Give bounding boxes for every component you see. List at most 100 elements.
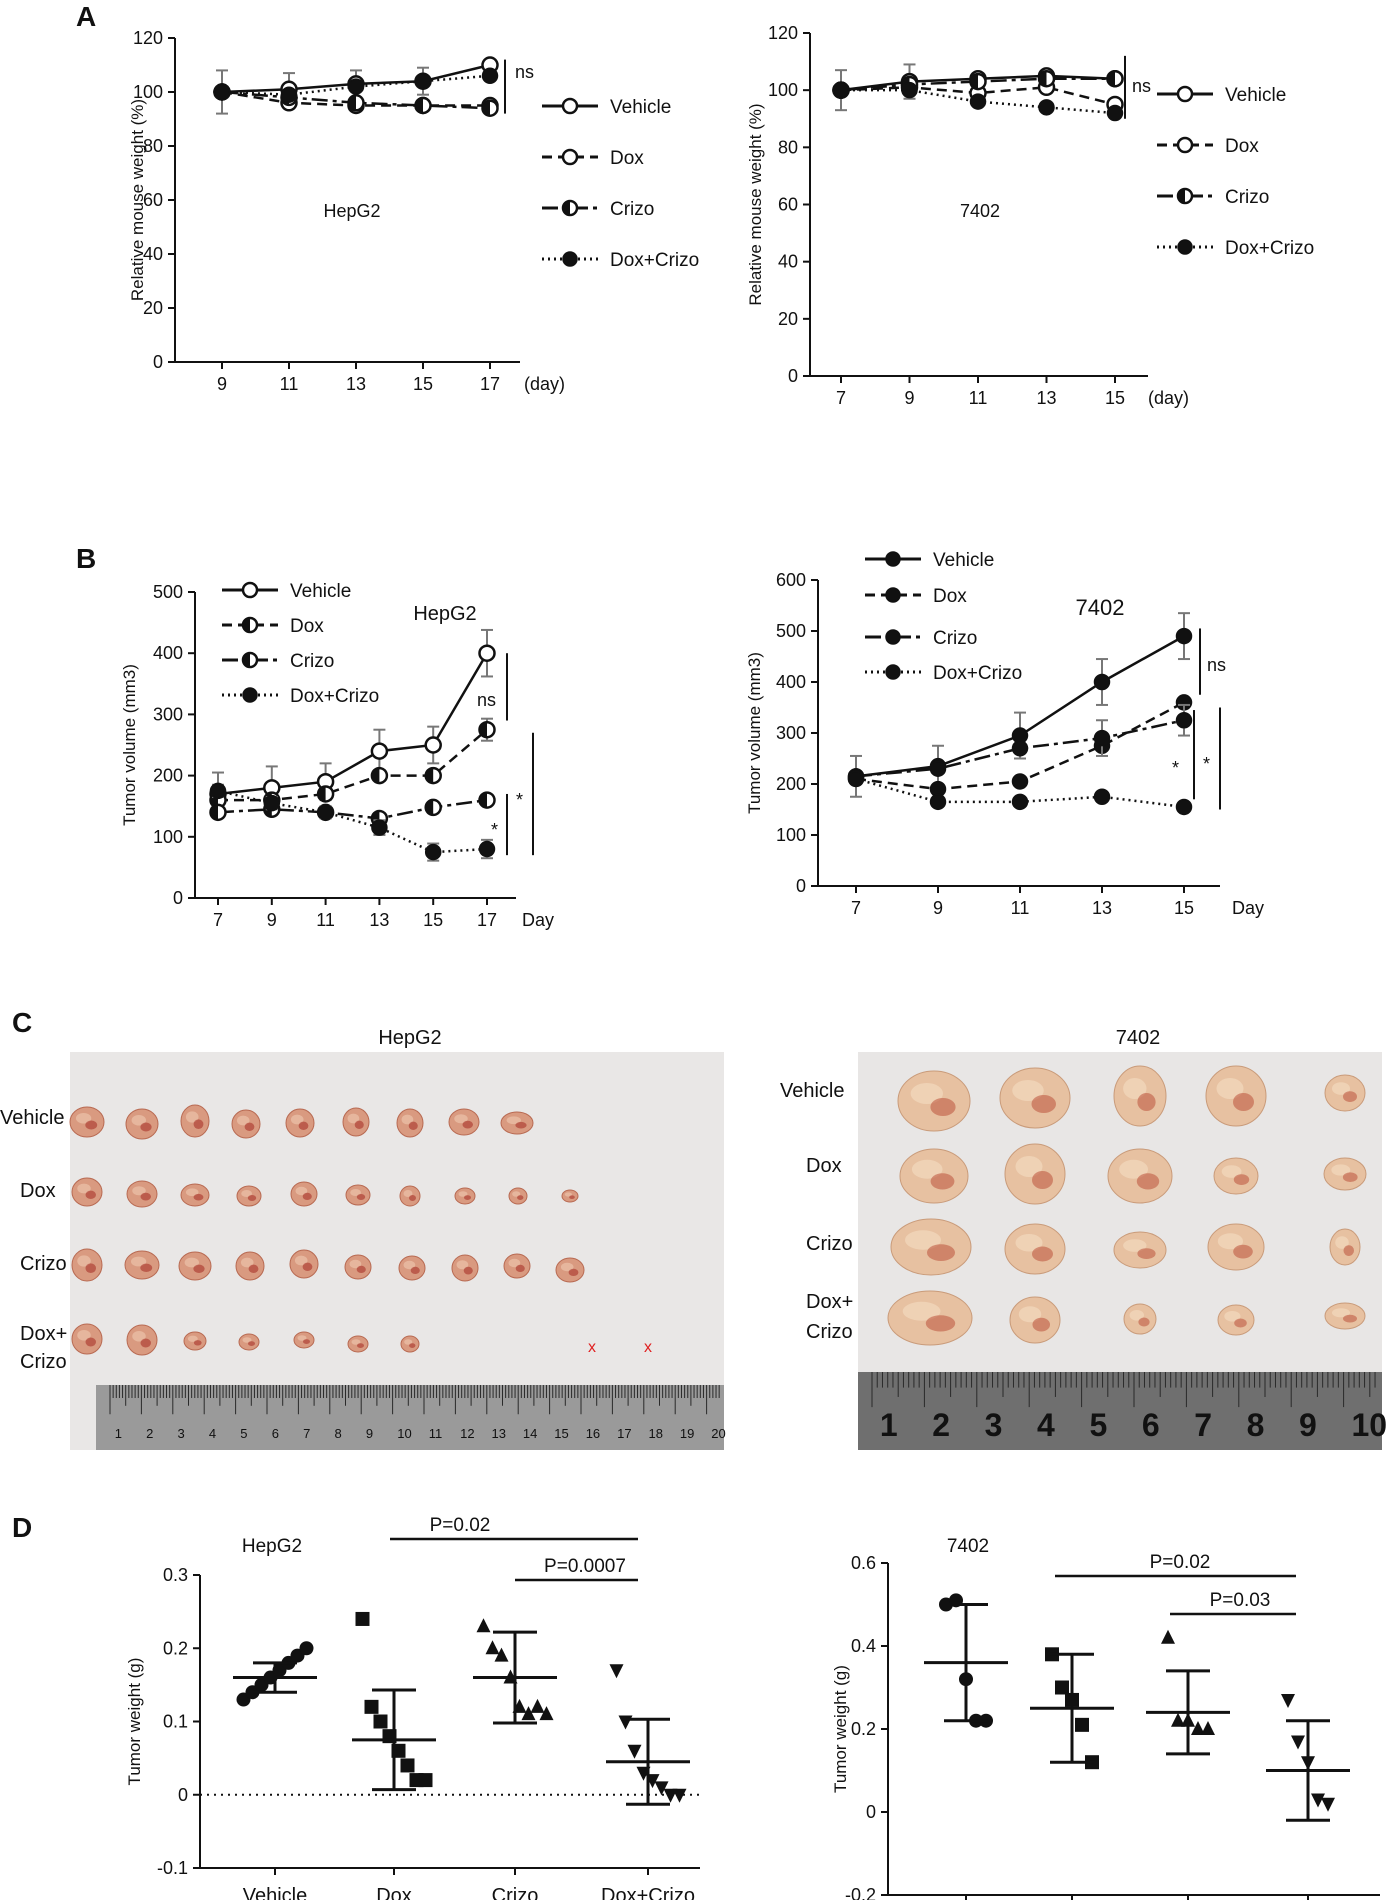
tumor-highlight [404, 1339, 413, 1345]
legend-item-dox-crizo: Dox+Crizo [222, 686, 379, 707]
legend-item-vehicle: Vehicle [222, 581, 351, 602]
chart-a-7402-weight: 0 20 40 60 80 100 120 7 9 11 13 15 (day) Relative mou… [746, 23, 1314, 408]
tumor-vessel [140, 1192, 151, 1201]
y-tick-label: 0.2 [851, 1719, 876, 1739]
comparison-label: P=0.02 [430, 1515, 491, 1536]
tumor [555, 1257, 585, 1283]
data-point [209, 782, 227, 800]
ruler-number: 20 [711, 1426, 725, 1441]
chart-d-hepg2-tumor-weight: -0.1 0 0.1 0.2 0.3 Vehicle Dox Crizo Dox+Crizo Tu… [125, 1515, 700, 1900]
tumor-highlight [130, 1256, 147, 1267]
data-point [1321, 1797, 1335, 1812]
tumor [180, 1183, 210, 1207]
comparison-label: P=0.02 [1150, 1552, 1211, 1573]
chart-b-hepg2-volume: 0 100 200 300 400 500 7 9 11 13 15 17 Day Tumor volum… [120, 581, 554, 930]
y-tick-label: 120 [768, 23, 798, 43]
ruler-number: 1 [115, 1426, 122, 1441]
tumor [1329, 1228, 1361, 1266]
tumor-highlight [1332, 1308, 1350, 1318]
x-tick-label: 7 [836, 388, 846, 408]
tumor-vessel [410, 1266, 420, 1274]
data-point-fill [425, 799, 434, 815]
data-point [1161, 1629, 1175, 1644]
tumor [1324, 1302, 1366, 1330]
data-point [929, 760, 947, 777]
ruler-number: 3 [985, 1407, 1003, 1443]
significance-label: ns [477, 690, 496, 710]
tumor-highlight [347, 1113, 360, 1124]
tumor-highlight [403, 1190, 413, 1197]
y-tick-label: 0.6 [851, 1553, 876, 1573]
ruler-number: 7 [303, 1426, 310, 1441]
y-tick-label: 100 [776, 825, 806, 845]
y-axis-label: Relative mouse weight (%) [128, 99, 147, 301]
tumor-vessel [1031, 1095, 1056, 1113]
tumor-vessel [1136, 1173, 1160, 1190]
legend-marker-fill [243, 618, 250, 632]
y-tick-label: -0.1 [157, 1858, 188, 1878]
legend-marker [885, 629, 901, 645]
x-tick-label: 17 [477, 910, 497, 930]
significance-label: * [1172, 758, 1179, 778]
data-point [672, 1788, 687, 1803]
legend-item-vehicle: Vehicle [1157, 85, 1286, 106]
ruler-number: 18 [649, 1426, 663, 1441]
photo-left-title: HepG2 [378, 1027, 441, 1049]
tumor-vessel [85, 1263, 96, 1273]
legend-item-dox: Dox [222, 616, 324, 637]
data-point-fill [482, 100, 490, 116]
tumor-highlight [350, 1189, 361, 1196]
tumor [71, 1177, 103, 1207]
tumor-vessel [354, 1120, 364, 1130]
y-tick-label: 80 [778, 137, 798, 157]
data-point [627, 1744, 642, 1759]
series-line-dox-crizo [841, 88, 1116, 115]
tumor-highlight [187, 1335, 198, 1342]
significance-label: ns [1207, 655, 1226, 675]
significance-label: ns [515, 62, 534, 82]
tumor-vessel [1343, 1245, 1354, 1256]
series-line-crizo [217, 798, 488, 820]
tumor-highlight [131, 1115, 146, 1126]
x-unit-label: Day [1232, 898, 1264, 918]
tumor-highlight [185, 1111, 199, 1123]
photo-right-row-doxcrizo-b: Crizo [806, 1321, 853, 1343]
tumor-vessel [1233, 1174, 1250, 1185]
legend-marker-fill [243, 653, 250, 667]
data-point-fill [348, 95, 356, 111]
tumor-vessel [248, 1264, 259, 1274]
ruler-number: 10 [1351, 1407, 1387, 1443]
tumor-vessel [193, 1264, 205, 1274]
data-point-fill [479, 792, 487, 808]
chart-b-7402-volume: 0 100 200 300 400 500 600 7 9 11 13 15 Day Tumor volu… [745, 550, 1264, 918]
tumor [890, 1218, 972, 1276]
x-tick-label: 17 [480, 374, 500, 394]
ruler-number: 6 [1142, 1407, 1160, 1443]
data-point-fill [318, 786, 326, 802]
tumor [1107, 1148, 1173, 1204]
series-crizo [209, 791, 496, 828]
group-vehicle [924, 1593, 1008, 1728]
legend-label: Vehicle [290, 581, 351, 602]
legend-marker [1177, 239, 1193, 255]
data-point [418, 1773, 433, 1788]
legend-item-dox-crizo: Dox+Crizo [865, 663, 1022, 684]
ruler-number: 2 [146, 1426, 153, 1441]
tumor-vessel [356, 1194, 366, 1200]
y-tick-label: 0.2 [163, 1638, 188, 1658]
tumor-vessel [927, 1244, 955, 1261]
tumor-highlight [902, 1301, 941, 1321]
legend-label: Dox+Crizo [610, 250, 699, 271]
data-point [1281, 1693, 1295, 1708]
data-point [263, 794, 281, 812]
x-tick-label: 13 [346, 374, 366, 394]
tumor-vessel [85, 1120, 98, 1130]
y-tick-label: 120 [133, 28, 163, 48]
y-tick-label: 0.4 [851, 1636, 876, 1656]
chart-title: 7402 [1076, 595, 1125, 620]
tumor-highlight [75, 1113, 92, 1124]
tumor-highlight [132, 1186, 146, 1196]
tumor-highlight [1332, 1082, 1350, 1095]
data-point [213, 83, 231, 101]
tumor [345, 1184, 371, 1206]
